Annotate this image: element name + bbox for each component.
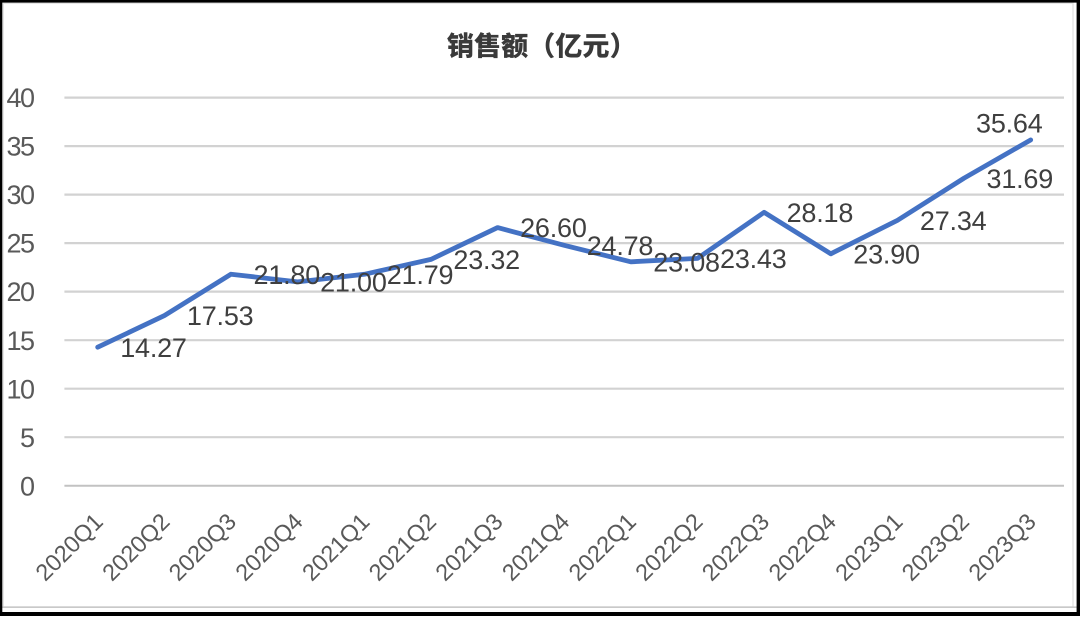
svg-text:23.32: 23.32 (453, 245, 520, 275)
svg-text:21.80: 21.80 (254, 260, 321, 290)
svg-text:35.64: 35.64 (976, 109, 1043, 139)
svg-text:26.60: 26.60 (520, 213, 587, 243)
svg-text:28.18: 28.18 (787, 198, 854, 228)
svg-text:10: 10 (6, 374, 34, 404)
svg-text:24.78: 24.78 (587, 231, 654, 261)
svg-text:0: 0 (20, 471, 34, 501)
svg-text:15: 15 (6, 326, 34, 356)
svg-text:20: 20 (6, 277, 34, 307)
svg-text:25: 25 (6, 229, 34, 259)
svg-text:21.00: 21.00 (320, 268, 387, 298)
svg-text:27.34: 27.34 (920, 206, 987, 236)
svg-text:21.79: 21.79 (387, 260, 454, 290)
svg-text:14.27: 14.27 (120, 333, 187, 363)
svg-text:40: 40 (6, 83, 34, 113)
svg-text:30: 30 (6, 180, 34, 210)
svg-text:5: 5 (20, 423, 34, 453)
svg-text:23.43: 23.43 (720, 244, 787, 274)
svg-text:23.90: 23.90 (853, 239, 920, 269)
svg-text:31.69: 31.69 (987, 164, 1054, 194)
svg-text:17.53: 17.53 (187, 301, 254, 331)
svg-text:23.08: 23.08 (653, 247, 720, 277)
svg-text:35: 35 (6, 132, 34, 162)
